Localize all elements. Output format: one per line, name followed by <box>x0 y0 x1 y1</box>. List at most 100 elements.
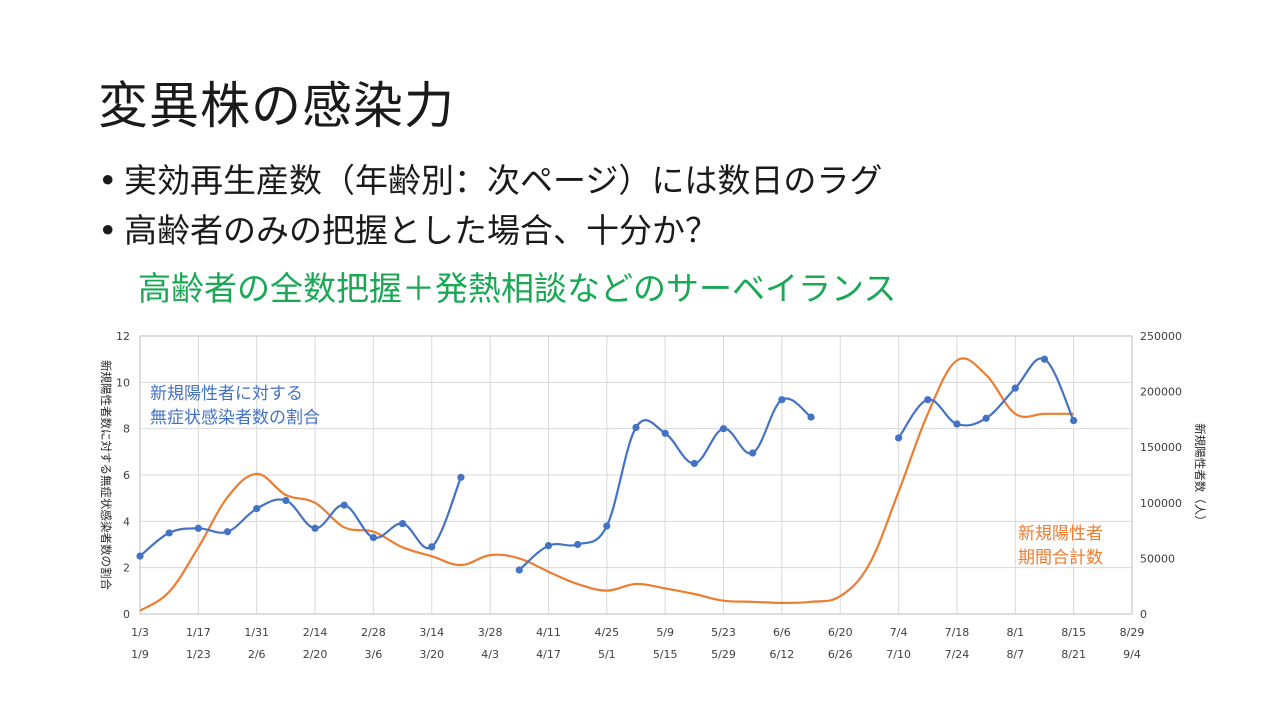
left-tick-label: 0 <box>123 608 130 621</box>
x-tick-label-start: 2/28 <box>361 626 386 639</box>
left-axis-title: 新規陽性者数に対する無症状感染者数の割合 <box>99 360 113 590</box>
x-tick-label-end: 8/7 <box>1006 648 1024 661</box>
x-tick-label-start: 4/25 <box>594 626 619 639</box>
data-point <box>428 543 436 551</box>
x-tick-label-end: 2/20 <box>303 648 328 661</box>
x-tick-label-start: 8/1 <box>1006 626 1024 639</box>
data-point <box>1011 384 1019 392</box>
x-tick-label-start: 6/6 <box>773 626 791 639</box>
data-point <box>632 423 640 432</box>
data-point <box>982 414 990 422</box>
data-point <box>574 540 582 549</box>
left-tick-label: 6 <box>123 469 130 482</box>
right-tick-label: 200000 <box>1140 386 1182 399</box>
left-tick-label: 12 <box>116 330 130 343</box>
x-tick-label-end: 5/15 <box>653 648 678 661</box>
data-point <box>340 501 348 509</box>
x-tick-label-start: 8/29 <box>1120 626 1145 639</box>
line-asymptomatic-ratio <box>139 476 462 557</box>
right-tick-label: 0 <box>1140 608 1147 621</box>
data-point <box>544 542 553 550</box>
x-tick-label-end: 6/12 <box>770 648 795 661</box>
x-tick-label-start: 7/18 <box>945 626 970 639</box>
left-tick-label: 4 <box>123 515 130 528</box>
x-tick-label-start: 6/20 <box>828 626 853 639</box>
data-point <box>807 413 815 421</box>
slide-title: 変異株の感染力 <box>98 77 455 135</box>
chart-axes <box>139 335 1133 615</box>
x-tick-label-start: 5/23 <box>711 626 736 639</box>
bullet-text-2: 高齢者のみの把握とした場合、十分か？ <box>124 211 718 250</box>
series-label-total-positives: 新規陽性者 <box>1018 524 1103 544</box>
x-tick-label-end: 6/26 <box>828 648 853 661</box>
data-point <box>398 520 407 528</box>
x-tick-label-end: 7/24 <box>945 648 970 661</box>
left-tick-label: 2 <box>123 562 130 575</box>
data-point <box>253 504 261 513</box>
right-tick-label: 150000 <box>1140 441 1182 454</box>
x-tick-label-start: 3/28 <box>478 626 503 639</box>
x-tick-label-end: 8/21 <box>1061 648 1086 661</box>
data-point <box>894 434 903 442</box>
x-tick-label-start: 1/3 <box>131 626 149 639</box>
right-tick-label: 250000 <box>1140 330 1182 343</box>
series-total-positives <box>139 357 1074 612</box>
data-point <box>953 420 961 428</box>
data-point <box>924 396 932 404</box>
left-tick-label: 8 <box>123 423 130 436</box>
x-tick-label-end: 5/1 <box>598 648 616 661</box>
x-tick-label-end: 9/4 <box>1123 648 1141 661</box>
data-point <box>311 524 319 532</box>
x-tick-label-end: 1/9 <box>131 648 149 661</box>
chart-tick-labels: 0 2 4 6 8 10 12 0 50000 100000 150000 200000 250000 1… <box>116 330 1182 661</box>
data-point <box>603 522 611 530</box>
data-point <box>223 528 232 536</box>
line-total-positives <box>139 357 1074 612</box>
x-tick-label-end: 4/3 <box>481 648 499 661</box>
x-tick-label-end: 3/6 <box>365 648 383 661</box>
x-tick-label-end: 7/10 <box>886 648 911 661</box>
data-point <box>749 449 757 457</box>
data-point <box>515 566 523 574</box>
x-tick-label-start: 5/9 <box>656 626 674 639</box>
data-point <box>661 429 669 437</box>
x-tick-label-start: 4/11 <box>536 626 561 639</box>
bullet-dot-icon: • <box>98 161 118 200</box>
x-tick-label-end: 4/17 <box>536 648 561 661</box>
plot-border <box>139 335 1133 615</box>
bullet-item-1: • 実効再生産数（年齢別：次ページ）には数日のラグ <box>98 156 882 206</box>
bullet-item-2: • 高齢者のみの把握とした場合、十分か？ <box>98 206 882 256</box>
series-label-total-positives: 期間合計数 <box>1018 548 1103 568</box>
right-axis-title: 新規陽性者数（人） <box>1193 423 1207 527</box>
data-point <box>194 524 202 532</box>
bullet-dot-icon: • <box>98 211 118 250</box>
series-label-asymptomatic: 無症状感染者数の割合 <box>150 408 320 428</box>
x-tick-label-end: 1/23 <box>186 648 211 661</box>
chart-grid <box>140 335 1133 614</box>
right-tick-label: 100000 <box>1140 497 1182 510</box>
x-tick-label-start: 1/31 <box>244 626 269 639</box>
combo-line-chart: 0 2 4 6 8 10 12 0 50000 100000 150000 200000 250000 1… <box>99 330 1207 661</box>
series-label-asymptomatic: 新規陽性者に対する <box>150 384 303 404</box>
data-point <box>457 473 465 481</box>
bullet-text-1: 実効再生産数（年齢別：次ページ）には数日のラグ <box>124 161 883 200</box>
x-tick-label-end: 5/29 <box>711 648 736 661</box>
series-asymptomatic-ratio <box>136 355 1078 574</box>
data-point <box>282 496 290 505</box>
data-point <box>1070 416 1078 425</box>
data-point <box>778 396 786 404</box>
x-tick-label-end: 3/20 <box>419 648 444 661</box>
data-point <box>690 459 698 468</box>
x-tick-label-start: 2/14 <box>303 626 328 639</box>
data-point <box>136 552 144 560</box>
left-tick-label: 10 <box>116 376 130 389</box>
data-point <box>1040 355 1049 363</box>
x-tick-label-start: 7/4 <box>890 626 908 639</box>
right-tick-label: 50000 <box>1140 552 1175 565</box>
data-point <box>719 425 728 433</box>
highlight-text: 高齢者の全数把握＋発熱相談などのサーベイランス <box>138 269 897 308</box>
data-point <box>165 529 173 537</box>
x-tick-label-end: 2/6 <box>248 648 266 661</box>
x-tick-label-start: 3/14 <box>419 626 444 639</box>
